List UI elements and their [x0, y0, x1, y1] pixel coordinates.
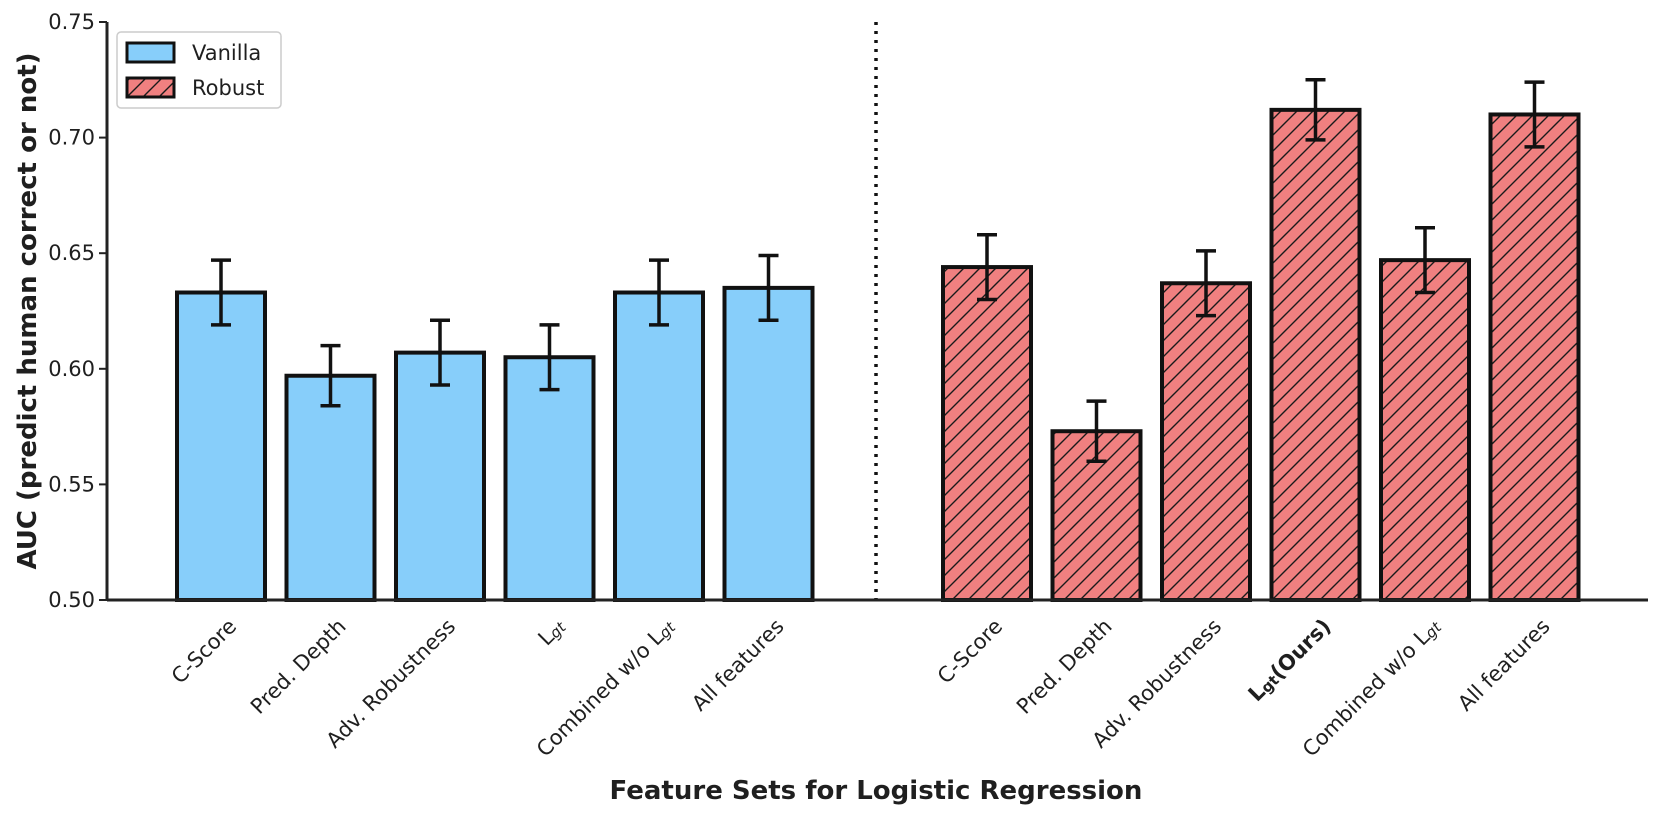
y-tick-label: 0.75	[48, 10, 95, 34]
error-bar	[1086, 399, 1107, 464]
x-tick-label: Pred. Depth	[1012, 614, 1117, 719]
y-tick-label: 0.50	[48, 588, 95, 612]
error-bar	[211, 258, 231, 327]
x-tick-label: Pred. Depth	[246, 614, 351, 719]
bar-robust-0	[941, 265, 1033, 602]
bar-vanilla-2	[394, 350, 486, 602]
legend-swatch-robust	[125, 76, 176, 99]
bar-vanilla-4	[613, 290, 705, 602]
error-bar	[539, 323, 560, 392]
x-tick-label: All features	[687, 614, 788, 715]
y-axis-title: AUC (predict human correct or not)	[13, 52, 43, 569]
bar-robust-2	[1160, 281, 1252, 602]
bar-robust-3	[1269, 107, 1362, 603]
bar-vanilla-3	[503, 355, 596, 602]
error-bar	[758, 253, 779, 322]
x-tick-label: All features	[1453, 614, 1554, 715]
bar-vanilla-5	[722, 285, 815, 602]
legend-label-robust: Robust	[192, 76, 264, 100]
x-tick-label: C-Score	[167, 614, 241, 688]
y-tick-label: 0.60	[48, 357, 95, 381]
bar-vanilla-1	[284, 373, 377, 602]
bar-robust-5	[1488, 112, 1581, 602]
error-bars-layer	[211, 78, 1545, 464]
x-tick-label-text: All features	[1453, 614, 1554, 715]
error-bar	[1305, 78, 1326, 142]
y-tick-label: 0.65	[48, 241, 95, 265]
legend-swatch-vanilla	[125, 41, 176, 64]
x-tick-label-text: C-Score	[933, 614, 1007, 688]
error-bar	[1524, 80, 1545, 149]
x-tick-label: Lgt(Ours)	[1244, 614, 1336, 706]
x-tick-label-suffix: (Ours)	[1266, 614, 1336, 684]
error-bar	[649, 258, 669, 327]
error-bar	[320, 343, 341, 408]
x-tick-label-text: Pred. Depth	[246, 614, 351, 719]
y-tick-label: 0.70	[48, 126, 95, 150]
error-bar	[1196, 249, 1216, 318]
x-tick-label-text: C-Score	[167, 614, 241, 688]
bar-robust-4	[1379, 258, 1471, 602]
x-tick-label-text: Pred. Depth	[1012, 614, 1117, 719]
y-tick-label: 0.55	[48, 472, 95, 496]
x-tick-label: Lgt	[534, 614, 571, 651]
error-bar	[977, 232, 997, 302]
bar-vanilla-0	[175, 290, 267, 602]
x-tick-label: C-Score	[933, 614, 1007, 688]
y-ticks: 0.50 0.55 0.60 0.65 0.70 0.75	[48, 10, 107, 612]
error-bar	[430, 318, 450, 387]
legend: Vanilla Robust	[116, 31, 282, 109]
x-tick-label-text: All features	[687, 614, 788, 715]
x-axis-title: Feature Sets for Logistic Regression	[610, 776, 1143, 806]
error-bar	[1415, 226, 1435, 295]
legend-label-vanilla: Vanilla	[192, 41, 261, 65]
